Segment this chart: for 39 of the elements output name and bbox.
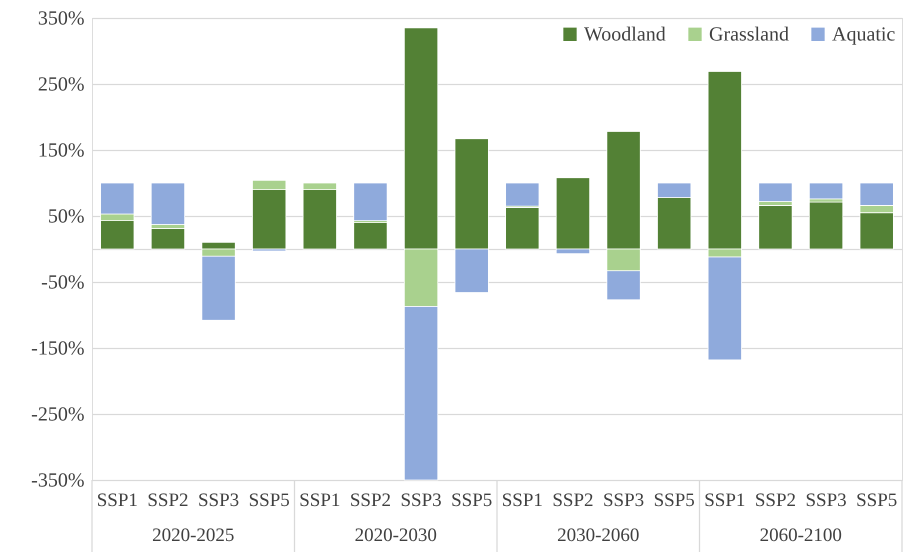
y-tick-label: -250% [31,404,84,426]
x-tick-label: SSP1 [502,490,543,511]
bar [808,202,844,250]
y-tick-label: -350% [31,470,84,492]
x-tick-label: SSP2 [754,490,796,511]
x-tick-label: SSP3 [602,490,644,511]
bar [758,182,793,202]
text: 2060-2100 [760,525,842,546]
x-tick-label: SSP5 [654,490,695,511]
y-tick-label: 350% [38,8,84,30]
x-tick-label: SSP3 [805,490,847,511]
legend-label: Aquatic [832,23,896,46]
bar [150,182,186,225]
bar [150,228,186,250]
text: 2030-2060 [557,525,640,546]
y-tick-label: 250% [38,74,84,96]
y-tick-label: 50% [48,206,84,228]
x-tick-label: SSP5 [248,490,290,511]
bar [353,222,388,250]
x-tick-label: SSP5 [856,490,898,511]
x-tick-label: SSP2 [350,490,392,511]
text: 2020-2030 [354,525,437,546]
x-tick-label: SSP2 [147,490,189,511]
x-tick-label: SSP1 [299,490,340,511]
bar [758,205,793,250]
x-tick-label: SSP5 [451,490,492,511]
legend-label: Grassland [709,23,789,46]
y-tick-label: -150% [31,338,84,360]
bar [808,182,844,200]
x-tick-label: SSP1 [96,490,138,511]
y-tick-label: 150% [38,140,84,162]
legend-label: Woodland [584,23,666,46]
x-tick-label: SSP2 [552,490,594,511]
x-tick-label: SSP3 [400,490,442,511]
y-tick-label: -50% [41,272,84,294]
bar [353,182,388,222]
text: 2020-2025 [152,525,234,546]
x-tick-label: SSP3 [198,490,240,511]
x-tick-label: SSP1 [704,490,746,511]
